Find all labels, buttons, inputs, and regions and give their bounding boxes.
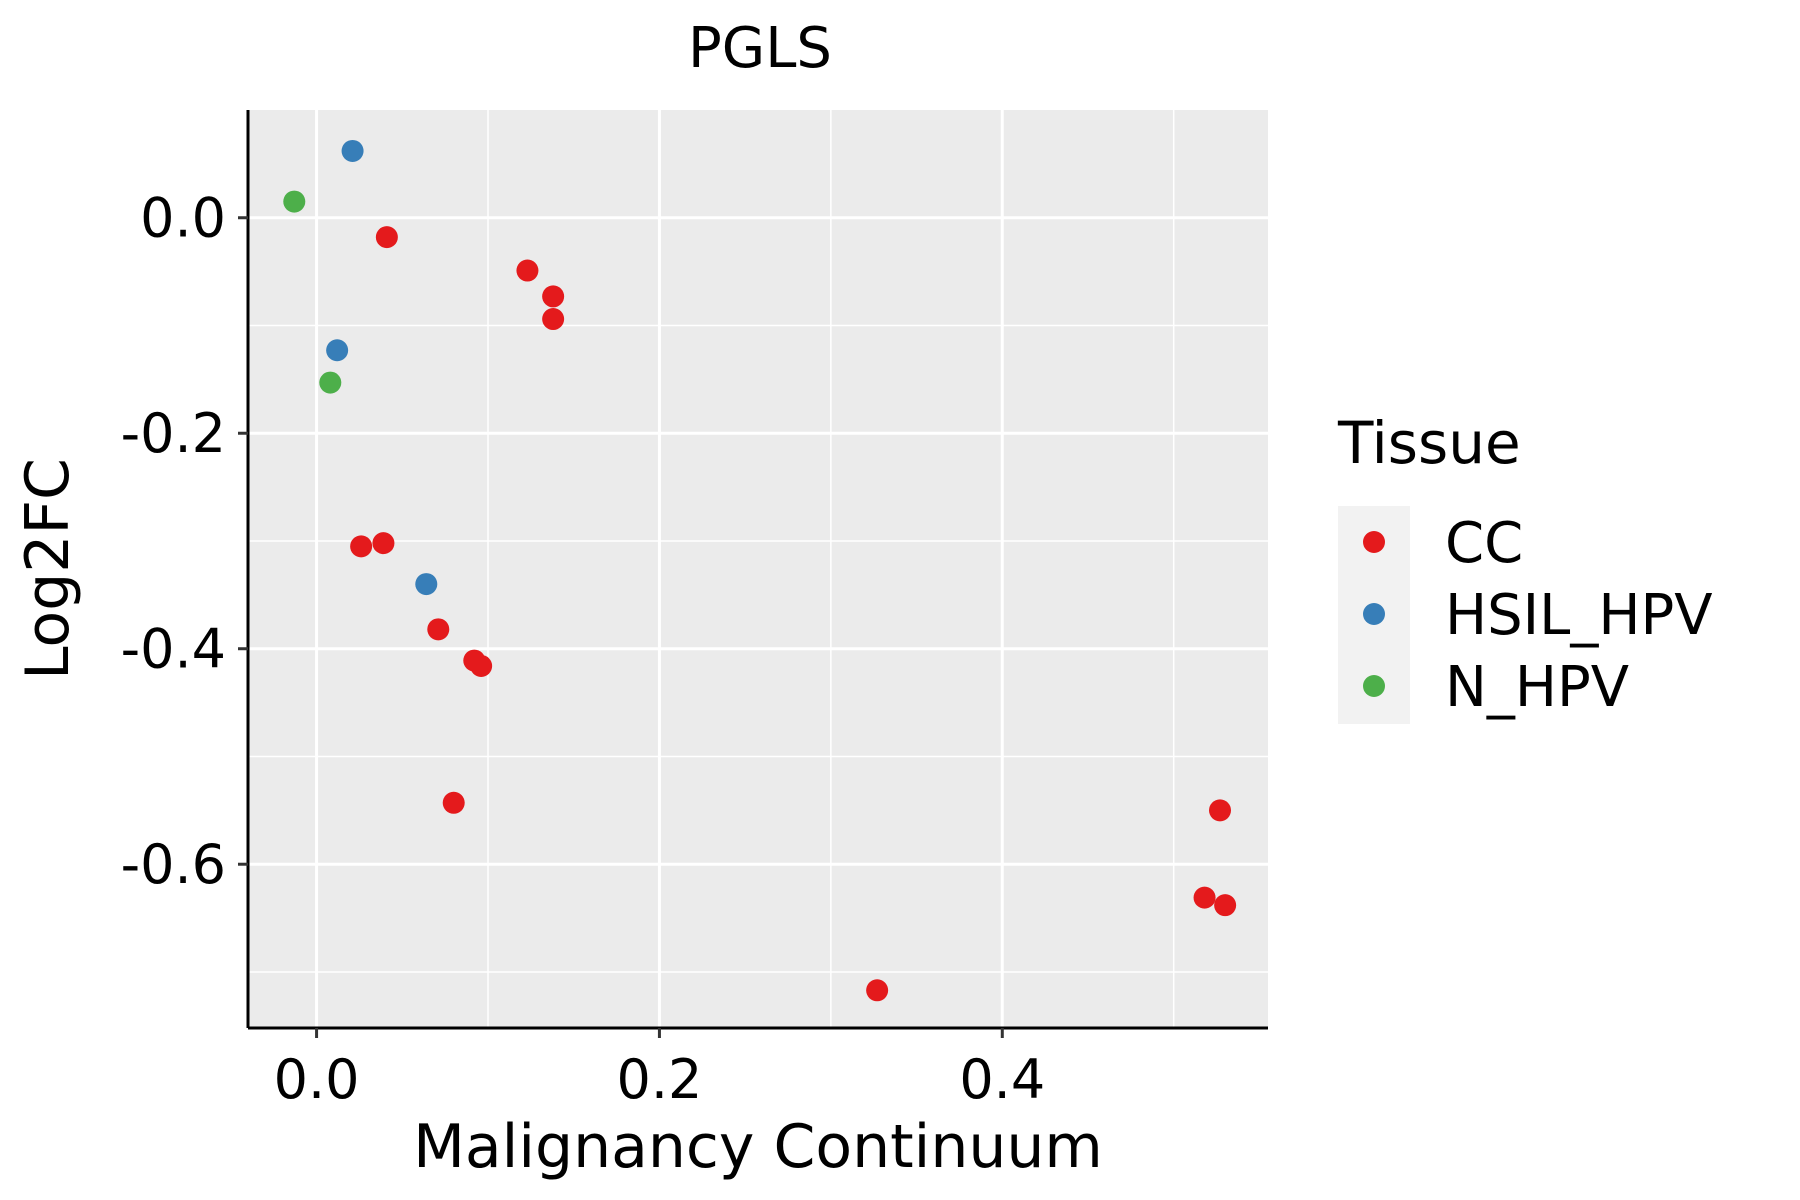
legend-key-cc	[1363, 531, 1385, 553]
x-tick-label: 0.4	[959, 1048, 1045, 1111]
y-tick-label: -0.4	[121, 618, 226, 681]
plot-panel	[248, 110, 1268, 1028]
data-point-cc	[542, 308, 565, 331]
panel-background	[248, 110, 1268, 1028]
data-point-hsil-hpv	[326, 339, 349, 362]
x-tick-label: 0.2	[616, 1048, 702, 1111]
data-point-cc	[542, 285, 565, 308]
data-point-hsil-hpv	[415, 573, 438, 596]
data-point-cc	[470, 654, 493, 677]
y-tick-label: 0.0	[140, 187, 226, 250]
data-point-cc	[1209, 799, 1231, 822]
data-point-cc	[442, 791, 465, 814]
legend-items: CC HSIL_HPV N_HPV	[1363, 511, 1713, 720]
y-tick-label: -0.6	[121, 833, 226, 896]
data-point-cc	[1193, 886, 1216, 909]
y-axis-ticks: 0.0 -0.2 -0.4 -0.6	[121, 187, 248, 896]
x-axis-label: Malignancy Continuum	[413, 1112, 1103, 1182]
major-gridlines	[248, 110, 1268, 1028]
y-axis-label: Log2FC	[13, 458, 83, 680]
data-point-cc	[350, 535, 373, 558]
axes: 0.0 0.2 0.4 0.0 -0.2 -0.4 -0.6	[121, 110, 1268, 1111]
legend-key-n-hpv	[1363, 675, 1385, 697]
data-point-n-hpv	[283, 190, 306, 213]
x-axis-ticks: 0.0 0.2 0.4	[274, 1028, 1045, 1111]
chart-title: PGLS	[688, 16, 832, 81]
legend-label: N_HPV	[1445, 655, 1629, 720]
data-point-hsil-hpv	[341, 139, 364, 162]
legend-title: Tissue	[1337, 409, 1521, 477]
legend-key-hsil-hpv	[1363, 603, 1385, 625]
data-point-cc	[375, 226, 398, 249]
data-point-cc	[372, 532, 395, 555]
data-point-cc	[516, 259, 539, 282]
data-points	[283, 139, 1237, 1002]
y-tick-label: -0.2	[121, 402, 226, 465]
data-point-n-hpv	[319, 371, 342, 394]
data-point-cc	[1214, 894, 1237, 917]
data-point-cc	[866, 979, 889, 1002]
legend-label: CC	[1445, 511, 1523, 576]
legend: Tissue CC HSIL_HPV N_HPV	[1337, 409, 1713, 724]
x-tick-label: 0.0	[274, 1048, 360, 1111]
minor-gridlines	[248, 110, 1268, 1028]
data-point-cc	[427, 618, 450, 641]
legend-label: HSIL_HPV	[1445, 583, 1713, 648]
